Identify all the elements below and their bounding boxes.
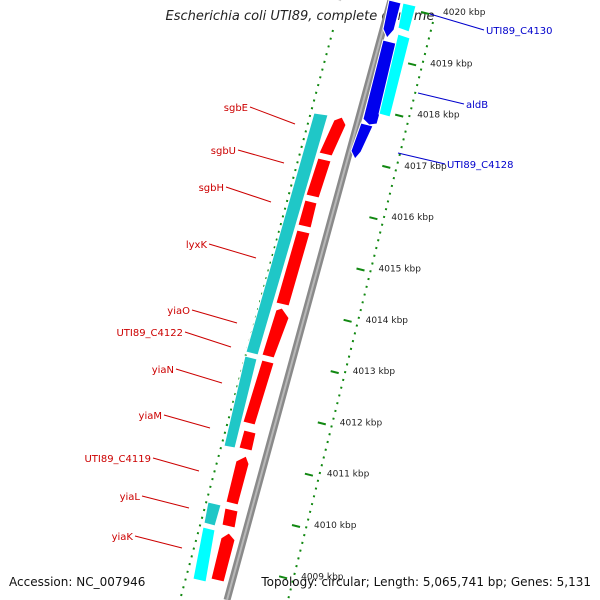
scale-tick-4 (369, 216, 378, 221)
scale-tick-7 (330, 370, 339, 375)
scale-tick-8 (317, 421, 327, 426)
gene-forward-4[interactable] (275, 229, 311, 307)
gene-label-6[interactable]: yiaN (152, 365, 174, 376)
reverse-gene-label-0[interactable]: UTI89_C4130 (486, 26, 553, 37)
scale-tick-0 (420, 11, 430, 15)
gene-label-leader-10 (134, 535, 183, 549)
cds-reverse-1[interactable] (397, 2, 417, 33)
scale-tick-label-11: 4009 kbp (301, 572, 344, 582)
gene-label-8[interactable]: UTI89_C4119 (84, 454, 151, 465)
reverse-label-leader-0 (429, 13, 485, 31)
gene-forward-3[interactable] (297, 199, 318, 229)
cds-forward-3[interactable] (203, 501, 222, 527)
scale-tick-label-4: 4016 kbp (391, 213, 434, 223)
cds-reverse-2[interactable] (378, 33, 411, 118)
gene-forward-10[interactable] (210, 532, 236, 583)
reverse-gene-label-2[interactable]: UTI89_C4128 (447, 160, 514, 171)
cds-forward-4[interactable] (192, 526, 216, 583)
map-title: Escherichia coli UTI89, complete genome (165, 9, 435, 24)
scale-tick-5 (356, 267, 365, 272)
scale-tick-label-6: 4014 kbp (366, 316, 409, 326)
gene-label-2[interactable]: sgbH (199, 183, 224, 194)
scale-tick-2 (394, 113, 404, 118)
gene-label-leader-2 (225, 186, 272, 203)
scale-tick-1 (407, 62, 417, 67)
backbone-highlight (226, 0, 392, 600)
scale-tick-label-8: 4012 kbp (340, 418, 383, 428)
gene-label-9[interactable]: yiaL (120, 492, 141, 503)
scale-tick-label-2: 4018 kbp (417, 111, 460, 121)
scale-tick-label-0: 4020 kbp (443, 8, 486, 18)
gene-label-leader-6 (175, 368, 223, 384)
gene-reverse-1[interactable] (382, 0, 402, 39)
gene-forward-7[interactable] (238, 429, 257, 452)
gene-forward-9[interactable] (221, 507, 239, 529)
scale-tick-label-7: 4013 kbp (353, 367, 396, 377)
scale-ticks: 4020 kbp 4019 kbp 4018 kbp 4017 kbp 4016 kbp… (278, 8, 486, 582)
gene-label-leader-8 (152, 457, 200, 472)
reverse-gene-labels: UTI89_C4130 aldB UTI89_C4128 (397, 13, 553, 171)
accession-text: Accession: NC_007946 (9, 575, 146, 589)
gene-forward-2[interactable] (305, 157, 332, 199)
gene-label-4[interactable]: yiaO (167, 306, 190, 317)
gene-label-10[interactable]: yiaK (112, 532, 134, 543)
scale-tick-label-1: 4019 kbp (430, 59, 473, 69)
gene-forward-5[interactable] (261, 307, 290, 359)
gene-label-0[interactable]: sgbE (224, 103, 248, 114)
gene-label-leader-4 (191, 309, 238, 324)
gene-label-leader-7 (163, 414, 211, 429)
gene-label-1[interactable]: sgbU (211, 146, 236, 157)
gene-forward-1[interactable] (318, 116, 347, 157)
reverse-gene-label-1[interactable]: aldB (466, 100, 488, 111)
gene-label-7[interactable]: yiaM (139, 411, 162, 422)
scale-tick-11 (278, 575, 288, 580)
gene-reverse-3[interactable] (350, 122, 374, 160)
gene-label-leader-0 (249, 106, 296, 125)
gene-forward-8[interactable] (225, 455, 250, 506)
tick-track-outer (287, 21, 434, 600)
scale-tick-label-5: 4015 kbp (379, 265, 422, 275)
scale-tick-6 (343, 318, 352, 323)
scale-tick-3 (382, 164, 391, 169)
scale-tick-9 (304, 472, 314, 477)
gene-label-leader-1 (237, 149, 285, 164)
scale-tick-10 (291, 524, 301, 528)
scale-tick-label-10: 4010 kbp (314, 521, 357, 531)
forward-gene-labels: sgbE sgbU sgbH lyxK yiaO UTI89_C4122 yiaN yiaM U… (84, 103, 296, 549)
gene-label-leader-3 (208, 243, 257, 259)
genome-summary: Topology: circular; Length: 5,065,741 bp… (261, 575, 591, 589)
gene-label-leader-5 (184, 331, 232, 348)
gene-label-leader-9 (141, 495, 190, 509)
reverse-label-leader-2 (397, 152, 446, 165)
reverse-label-leader-1 (417, 92, 465, 105)
scale-tick-label-9: 4011 kbp (327, 470, 370, 480)
gene-forward-6[interactable] (242, 359, 275, 426)
cds-forward-1[interactable] (245, 112, 329, 356)
scale-tick-label-3: 4017 kbp (404, 162, 447, 172)
cds-forward-2[interactable] (223, 355, 258, 449)
gene-label-5[interactable]: UTI89_C4122 (116, 328, 183, 339)
gene-label-3[interactable]: lyxK (186, 240, 208, 251)
